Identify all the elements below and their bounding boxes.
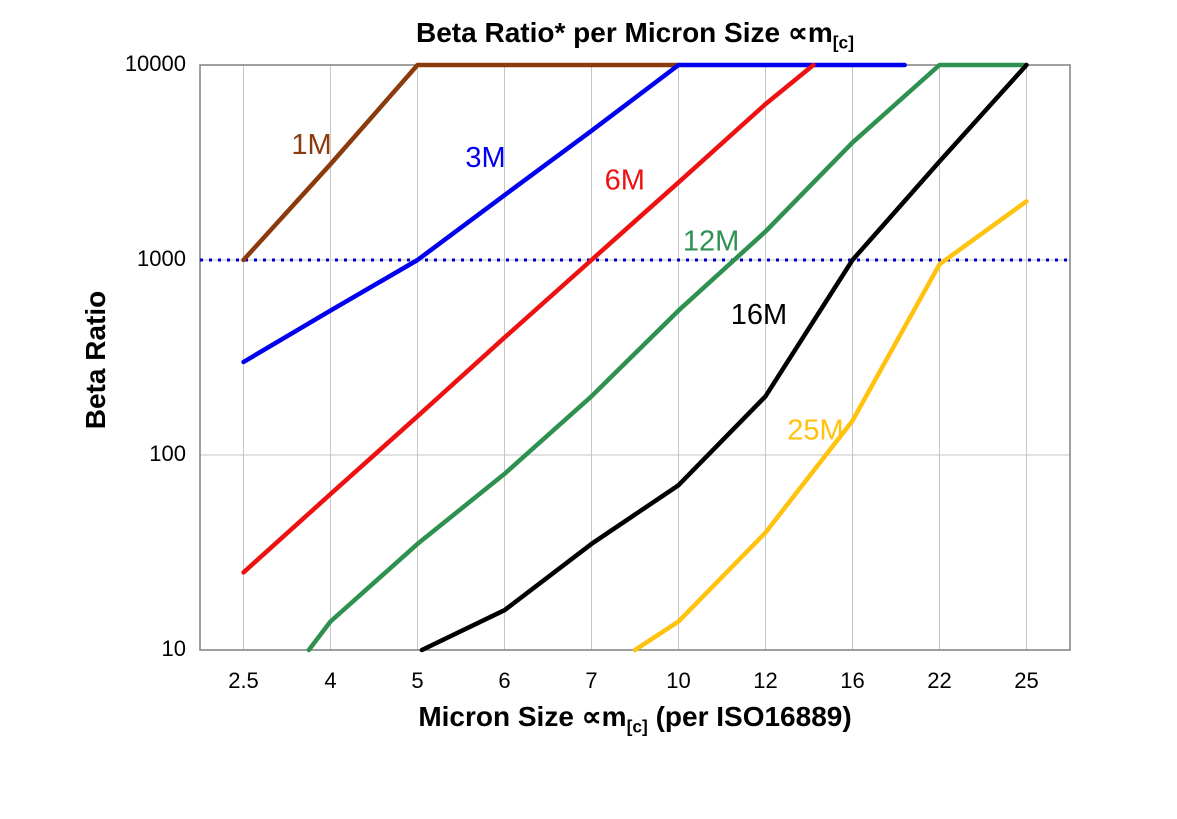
x-axis-title-tail: (per ISO16889) — [647, 701, 852, 732]
y-axis-title: Beta Ratio — [80, 290, 111, 430]
series-line-6M — [241, 62, 816, 575]
series-line-1M — [241, 62, 681, 263]
series-label-3M: 3M — [465, 142, 505, 174]
series-line-25M — [632, 199, 1029, 653]
x-tick-label: 6 — [498, 668, 510, 693]
chart-title-subscript: [c] — [832, 32, 854, 53]
x-tick-label: 7 — [585, 668, 597, 693]
series-label-1M: 1M — [291, 129, 331, 161]
series-line-12M — [306, 62, 1029, 653]
x-tick-label: 10 — [666, 668, 690, 693]
x-axis-title-text: Micron Size ∝m — [418, 701, 627, 732]
chart-title: Beta Ratio* per Micron Size ∝m[c] — [200, 16, 1070, 54]
x-tick-label: 2.5 — [228, 668, 259, 693]
y-tick-label: 1000 — [137, 246, 186, 271]
series-label-16M: 16M — [731, 299, 787, 331]
series-label-12M: 12M — [683, 225, 739, 257]
series-label-25M: 25M — [787, 415, 843, 447]
x-axis-title: Micron Size ∝m[c] (per ISO16889) — [200, 700, 1070, 738]
y-tick-label: 10000 — [125, 51, 186, 76]
series-line-3M — [241, 62, 907, 365]
x-tick-label: 22 — [927, 668, 951, 693]
x-tick-label: 16 — [840, 668, 864, 693]
y-tick-label: 10 — [162, 636, 186, 661]
series-line-16M — [419, 62, 1029, 653]
y-tick-label: 100 — [149, 441, 186, 466]
series-label-6M: 6M — [605, 165, 645, 197]
x-tick-label: 12 — [753, 668, 777, 693]
chart-title-text: Beta Ratio* per Micron Size ∝m — [416, 17, 833, 48]
x-tick-label: 5 — [411, 668, 423, 693]
x-tick-label: 25 — [1014, 668, 1038, 693]
x-axis-title-subscript: [c] — [626, 716, 648, 737]
x-tick-label: 4 — [324, 668, 336, 693]
